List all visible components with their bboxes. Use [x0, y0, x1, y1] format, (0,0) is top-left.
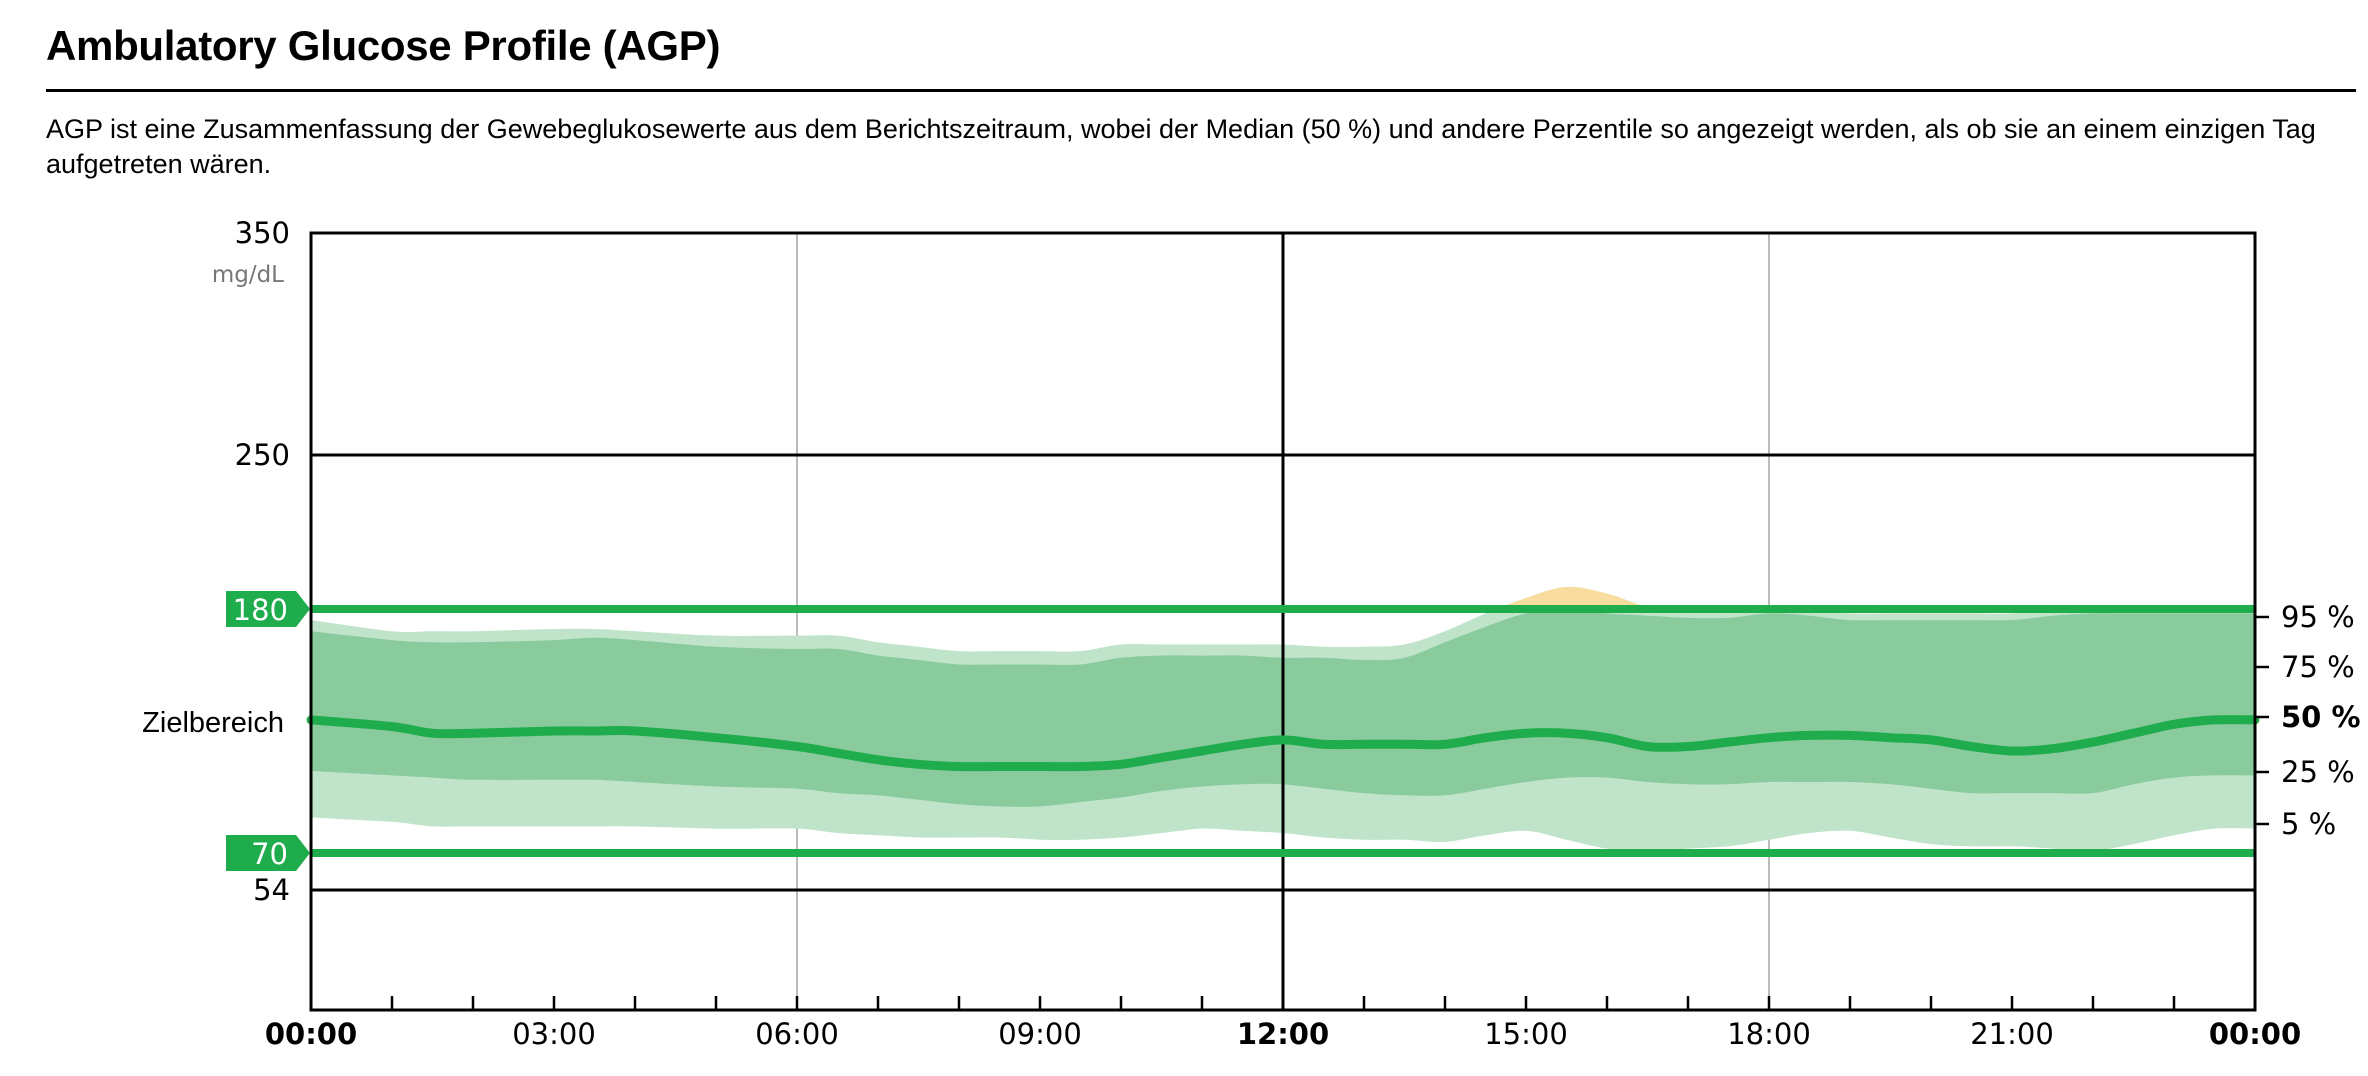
target-low-badge — [226, 835, 310, 871]
x-tick-label: 03:00 — [512, 1017, 596, 1051]
target-high-badge — [226, 591, 310, 627]
x-tick-label: 18:00 — [1727, 1017, 1811, 1051]
percentile-label: 25 % — [2281, 755, 2355, 789]
target-low-badge-label: 70 — [251, 837, 288, 871]
percentile-label: 75 % — [2281, 650, 2355, 684]
percentile-label: 50 % — [2281, 700, 2361, 734]
y-tick-label: 350 — [235, 216, 290, 250]
y-tick-label: 54 — [253, 873, 290, 907]
page-title: Ambulatory Glucose Profile (AGP) — [46, 22, 721, 69]
x-tick-label: 06:00 — [755, 1017, 839, 1051]
x-tick-label: 21:00 — [1970, 1017, 2054, 1051]
y-tick-label: 250 — [235, 438, 290, 472]
percentile-label: 5 % — [2281, 807, 2336, 841]
x-tick-label: 15:00 — [1484, 1017, 1568, 1051]
x-tick-label: 09:00 — [998, 1017, 1082, 1051]
median-line — [306, 715, 2260, 772]
target-range-label: Zielbereich — [142, 707, 284, 739]
agp-description: AGP ist eine Zusammenfassung der Gewebeg… — [46, 114, 2316, 179]
title-divider — [46, 89, 2356, 92]
target-high-badge-label: 180 — [233, 593, 288, 627]
percentile-label: 95 % — [2281, 600, 2355, 634]
x-tick-label: 00:00 — [265, 1017, 357, 1051]
x-tick-label: 12:00 — [1237, 1017, 1329, 1051]
y-unit-label: mg/dL — [212, 262, 284, 288]
x-tick-label: 00:00 — [2209, 1017, 2301, 1051]
